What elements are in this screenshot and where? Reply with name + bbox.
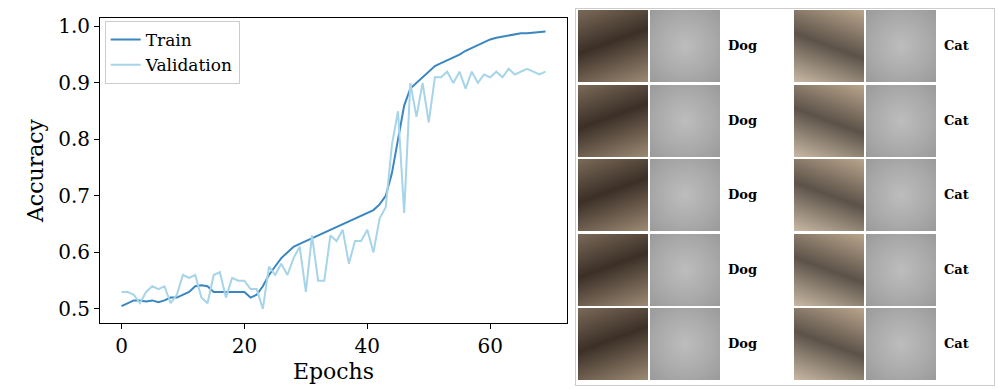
html-text:Dog: Dog (728, 261, 757, 277)
svg-text:0.9: 0.9 (58, 71, 90, 95)
svg-text:Train: Train (146, 30, 192, 50)
svg-text:Epochs: Epochs (293, 359, 374, 384)
html-text:Cat: Cat (944, 112, 969, 128)
svg-text:Validation: Validation (145, 55, 232, 75)
svg-text:0.5: 0.5 (58, 297, 90, 321)
svg-text:0: 0 (115, 334, 128, 358)
html-text:Dog: Dog (728, 187, 757, 202)
html-text:Cat: Cat (944, 336, 969, 351)
html-text:Dog: Dog (728, 112, 757, 128)
svg-text:1.0: 1.0 (58, 14, 90, 38)
svg-text:60: 60 (477, 334, 502, 358)
html-text:Cat: Cat (944, 187, 969, 202)
html-text:Dog: Dog (728, 336, 757, 351)
svg-text:0.7: 0.7 (58, 184, 90, 208)
svg-text:0.8: 0.8 (58, 127, 90, 151)
svg-text:Accuracy: Accuracy (23, 118, 48, 223)
svg-text:0.6: 0.6 (58, 240, 90, 264)
html-text:Cat: Cat (944, 38, 969, 53)
html-text:Dog: Dog (728, 38, 757, 53)
html-text:Cat: Cat (944, 261, 969, 277)
svg-text:20: 20 (232, 334, 257, 358)
svg-text:40: 40 (355, 334, 380, 358)
